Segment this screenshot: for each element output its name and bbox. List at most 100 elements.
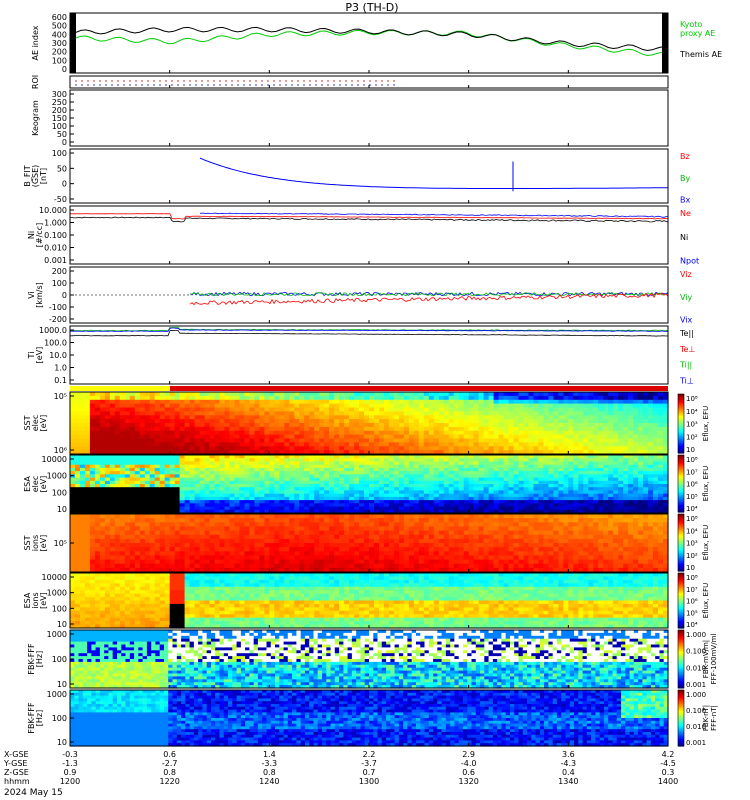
sst_i-spectrogram-cell [94, 514, 101, 519]
sst_e-spectrogram-cell [269, 430, 275, 436]
sst_e-spectrogram-cell [453, 399, 460, 405]
esa_e-spectrogram-cell [478, 461, 485, 466]
esa_e-spectrogram-cell [643, 458, 649, 462]
sst_e-spectrogram-cell [543, 430, 549, 436]
esa_e-spectrogram-cell [99, 487, 106, 491]
esa_e-spectrogram-cell [94, 471, 101, 475]
esa_e-spectrogram-cell [329, 458, 335, 462]
esa_e-spectrogram-cell [164, 471, 171, 475]
sst_i-spectrogram-cell [159, 563, 166, 569]
sst_i-spectrogram-cell [234, 543, 240, 548]
esa_e-spectrogram-cell [354, 467, 360, 472]
sst_e-spectrogram-cell [483, 423, 490, 428]
esa_e-spectrogram-cell [314, 464, 320, 469]
sst_e-spectrogram-cell [583, 399, 589, 405]
sst_e-spectrogram-cell [129, 403, 136, 409]
esa_e-spectrogram-cell [379, 490, 385, 495]
sst_i-spectrogram-cell [234, 530, 240, 536]
esa_e-spectrogram-cell [453, 474, 460, 479]
esa_e-spectrogram-cell [658, 487, 664, 491]
esa_e-spectrogram-cell [164, 455, 171, 459]
sst_e-spectrogram-cell [85, 426, 91, 432]
sst_e-spectrogram-cell [219, 407, 226, 412]
sst_e-spectrogram-cell [344, 430, 350, 436]
esa_e-spectrogram-cell [458, 471, 465, 475]
esa_e-spectrogram-cell [543, 467, 549, 472]
sst_i-spectrogram-cell [184, 518, 191, 523]
sst_e-spectrogram-cell [124, 450, 131, 455]
sst_e-spectrogram-cell [643, 423, 649, 428]
sst_e-spectrogram-cell [608, 407, 614, 412]
esa_e-spectrogram-cell [598, 467, 604, 472]
sst_e-spectrogram-cell [159, 403, 166, 409]
esa_e-spectrogram-cell [119, 474, 126, 479]
esa_e-spectrogram-cell [319, 458, 325, 462]
esa_e-spectrogram-cell [618, 477, 624, 482]
sst_e-spectrogram-cell [154, 411, 161, 416]
esa_e-spectrogram-cell [663, 487, 669, 491]
esa_e-spectrogram-cell [653, 487, 659, 491]
esa_e-spectrogram-cell [254, 500, 260, 504]
sst_i-spectrogram-cell [149, 514, 156, 519]
esa_e-spectrogram-cell [354, 477, 360, 482]
sst_e-spectrogram-cell [334, 434, 340, 440]
sst_e-spectrogram-cell [418, 419, 425, 424]
esa_e-spectrogram-cell [174, 493, 181, 498]
esa_e-spectrogram-cell [428, 477, 435, 482]
sst_e-spectrogram-cell [593, 442, 599, 447]
esa_e-spectrogram-cell [204, 455, 211, 459]
esa_e-spectrogram-cell [498, 458, 505, 462]
sst_e-spectrogram-cell [648, 430, 654, 436]
esa_e-spectrogram-cell [184, 471, 191, 475]
sst_e-spectrogram-cell [209, 450, 216, 455]
esa_e-spectrogram-cell [493, 496, 500, 501]
sst_i-spectrogram-cell [159, 530, 166, 536]
esa_e-spectrogram-cell [304, 467, 310, 472]
esa_e-spectrogram-cell [473, 506, 480, 511]
esa_e-spectrogram-cell [528, 484, 535, 488]
sst_e-spectrogram-cell [473, 430, 480, 436]
esa_e-spectrogram-cell [339, 500, 345, 504]
sst_e-spectrogram-cell [254, 411, 260, 416]
esa_e-spectrogram-cell [199, 467, 206, 472]
esa_e-spectrogram-cell [184, 509, 191, 514]
sst_i-spectrogram-cell [259, 563, 265, 569]
sst_e-spectrogram-cell [388, 438, 395, 443]
esa_e-spectrogram-cell [483, 484, 490, 488]
sst_e-spectrogram-cell [239, 395, 245, 401]
sst_e-spectrogram-cell [483, 430, 490, 436]
sst_i-spectrogram-cell [254, 543, 260, 548]
esa_e-spectrogram-cell [144, 474, 151, 479]
vi-zero-dot [135, 294, 137, 296]
esa_e-spectrogram-cell [124, 480, 131, 485]
esa_e-spectrogram-cell [309, 490, 315, 495]
sst_e-spectrogram-cell [423, 438, 430, 443]
sst_e-spectrogram-cell [568, 426, 574, 432]
esa_e-spectrogram-cell [374, 487, 380, 491]
sst_e-spectrogram-cell [299, 426, 305, 432]
esa_e-spectrogram-cell [388, 471, 395, 475]
sst_e-spectrogram-cell [478, 403, 485, 409]
sst_e-spectrogram-cell [413, 419, 420, 424]
esa_e-spectrogram-cell [478, 493, 485, 498]
esa_e-spectrogram-cell [174, 496, 181, 501]
esa_e-spectrogram-cell [503, 461, 510, 466]
esa_e-spectrogram-cell [383, 509, 390, 514]
esa_e-spectrogram-cell [329, 455, 335, 459]
sst_e-spectrogram-cell [284, 395, 290, 401]
sst_e-spectrogram-cell [119, 423, 126, 428]
esa_e-spectrogram-cell [663, 506, 669, 511]
sst_e-spectrogram-cell [99, 426, 106, 432]
sst_i-spectrogram-cell [229, 567, 236, 573]
esa_e-spectrogram-cell [433, 480, 440, 485]
sst_i-spectrogram-cell [144, 534, 151, 540]
sst_e-spectrogram-cell [339, 434, 345, 440]
sst_e-spectrogram-cell [578, 446, 584, 451]
sst_i-spectrogram-cell [194, 518, 201, 523]
sst_e-spectrogram-cell [398, 392, 405, 397]
esa_e-spectrogram-cell [658, 477, 664, 482]
esa_e-spectrogram-cell [184, 455, 191, 459]
esa_e-spectrogram-cell [458, 506, 465, 511]
sst_e-spectrogram-cell [104, 419, 111, 424]
esa_e-spectrogram-cell [488, 490, 495, 495]
